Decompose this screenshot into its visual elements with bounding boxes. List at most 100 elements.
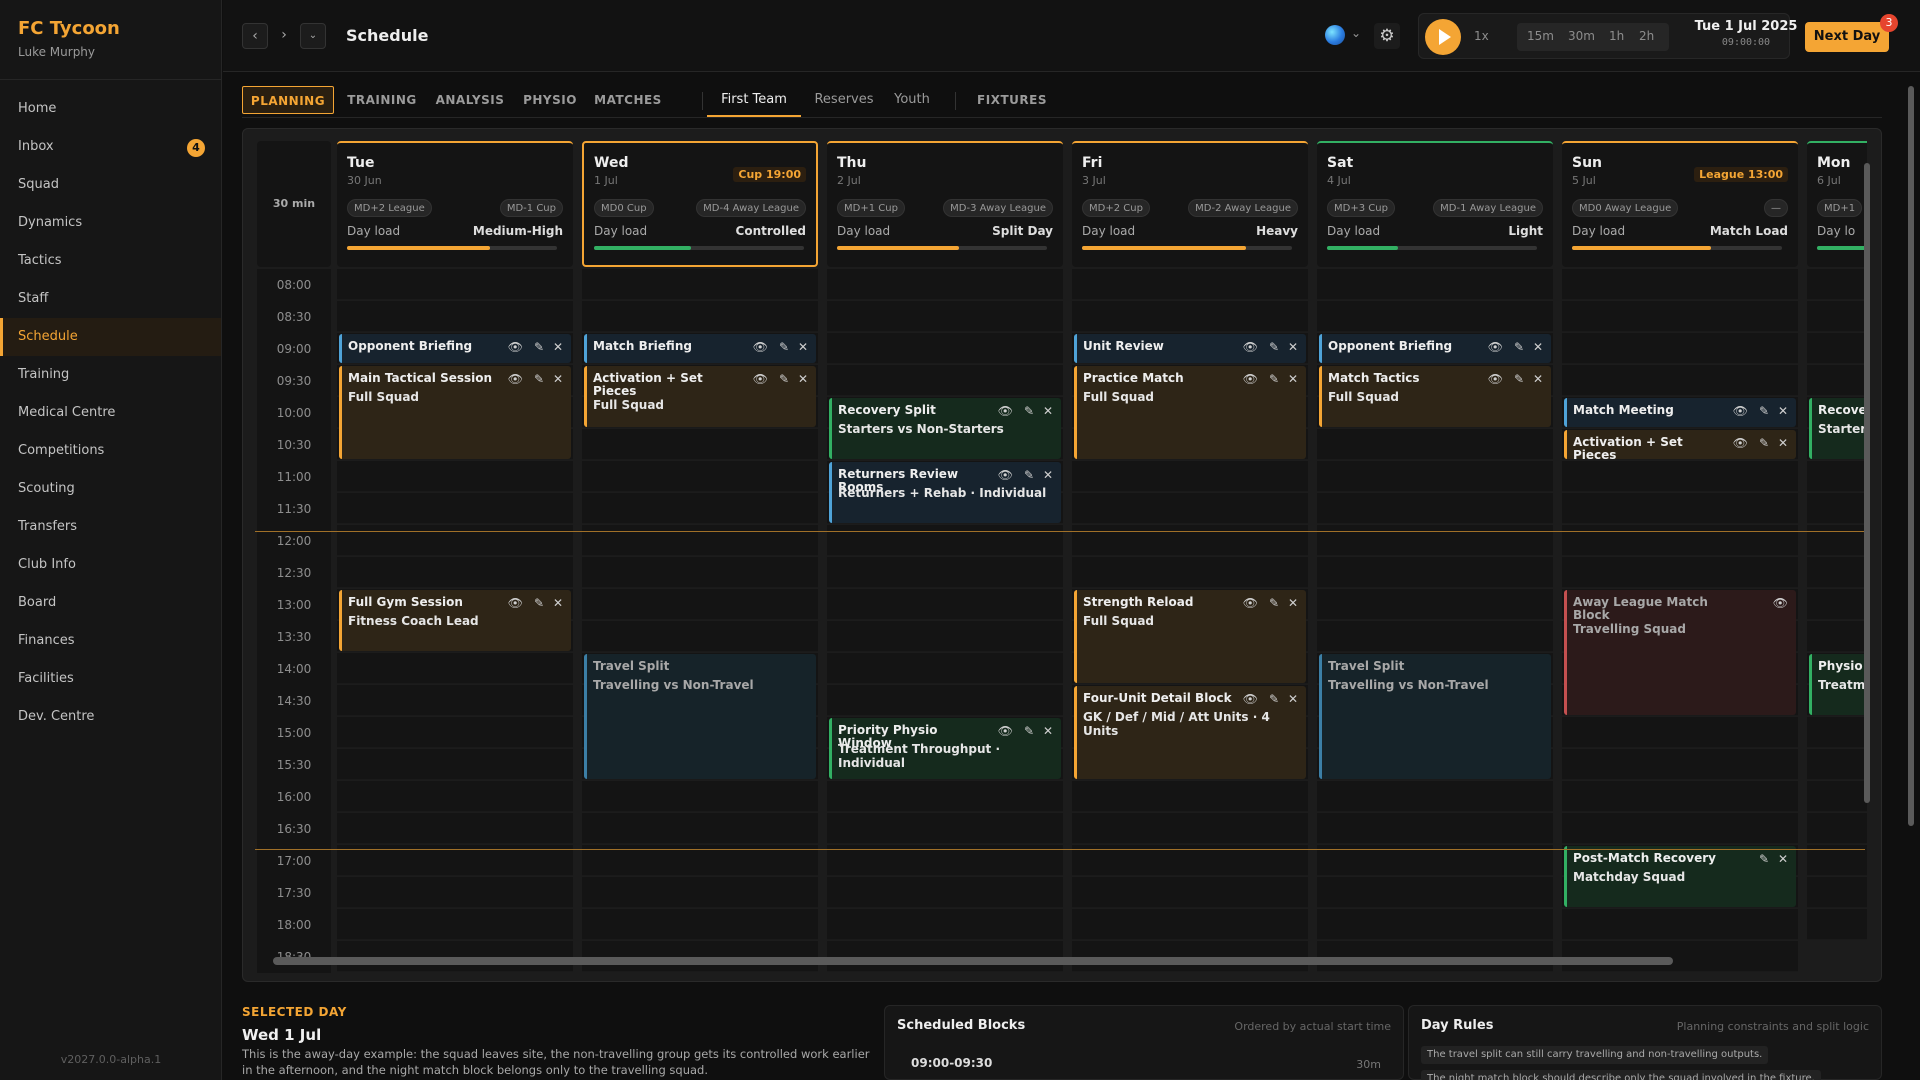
edit-icon[interactable]: ✎ (1268, 692, 1279, 706)
time-slot[interactable] (337, 845, 573, 876)
time-slot[interactable] (1317, 621, 1553, 652)
schedule-block[interactable]: Travel Split Travelling vs Non-Travel (1319, 654, 1551, 779)
time-slot[interactable] (582, 525, 818, 556)
edit-icon[interactable]: ✎ (1268, 340, 1279, 354)
speed-2h[interactable]: 2h (1639, 29, 1655, 43)
edit-icon[interactable]: ✎ (778, 340, 789, 354)
eye-icon[interactable]: 👁︎ (1732, 404, 1748, 418)
tab-youth[interactable]: Youth (894, 92, 930, 107)
sidebar-item-board[interactable]: Board (0, 584, 221, 622)
time-slot[interactable] (1072, 493, 1308, 524)
time-slot[interactable] (337, 685, 573, 716)
time-slot[interactable] (1807, 493, 1867, 524)
sidebar-item-competitions[interactable]: Competitions (0, 432, 221, 470)
speed-15m[interactable]: 15m (1527, 29, 1554, 43)
time-slot[interactable] (827, 845, 1063, 876)
schedule-block[interactable]: Opponent Briefing 👁︎ ✎ ✕ (1319, 334, 1551, 363)
sidebar-item-staff[interactable]: Staff (0, 280, 221, 318)
time-slot[interactable] (827, 269, 1063, 300)
day-header[interactable]: Wed 1 Jul Cup 19:00 MD0 Cup MD-4 Away League… (582, 141, 818, 267)
schedule-block[interactable]: Full Gym Session Fitness Coach Lead 👁︎ ✎ ✕ (339, 590, 571, 651)
scroll-thumb[interactable] (1908, 86, 1914, 826)
time-slot[interactable] (1317, 557, 1553, 588)
day-header[interactable]: Sat 4 Jul MD+3 Cup MD-1 Away League Day load… (1317, 141, 1553, 267)
time-slot[interactable] (1562, 525, 1798, 556)
sidebar-item-dynamics[interactable]: Dynamics (0, 204, 221, 242)
time-slot[interactable] (1807, 845, 1867, 876)
time-slot[interactable] (582, 941, 818, 972)
time-slot[interactable] (1562, 749, 1798, 780)
close-icon[interactable]: ✕ (1042, 404, 1053, 418)
page-scrollbar[interactable] (1908, 78, 1914, 1068)
chevron-down-icon[interactable]: ⌄ (1351, 26, 1362, 40)
day-header[interactable]: Mon 6 Jul MD+1 Day lo (1807, 141, 1867, 267)
edit-icon[interactable]: ✎ (533, 340, 544, 354)
time-slot[interactable] (1072, 813, 1308, 844)
schedule-block[interactable]: Physio Treatm (1809, 654, 1867, 715)
time-slot[interactable] (1807, 525, 1867, 556)
time-slot[interactable] (582, 877, 818, 908)
time-slot[interactable] (1317, 845, 1553, 876)
close-icon[interactable]: ✕ (1777, 404, 1788, 418)
schedule-block[interactable]: Match Tactics Full Squad 👁︎ ✎ ✕ (1319, 366, 1551, 427)
time-slot[interactable] (827, 941, 1063, 972)
schedule-block[interactable]: Match Briefing 👁︎ ✎ ✕ (584, 334, 816, 363)
time-slot[interactable] (1807, 621, 1867, 652)
time-slot[interactable] (1807, 365, 1867, 396)
time-slot[interactable] (1562, 461, 1798, 492)
time-slot[interactable] (1562, 269, 1798, 300)
speed-1x[interactable]: 1x (1474, 29, 1489, 43)
time-slot[interactable] (582, 845, 818, 876)
time-slot[interactable] (1562, 781, 1798, 812)
tab-reserves[interactable]: Reserves (814, 92, 874, 107)
schedule-block[interactable]: Recove Starter (1809, 398, 1867, 459)
schedule-block[interactable]: Priority Physio Window Treatment Throughp… (829, 718, 1061, 779)
scroll-thumb[interactable] (273, 957, 1673, 965)
schedule-block[interactable]: Practice Match Full Squad 👁︎ ✎ ✕ (1074, 366, 1306, 459)
edit-icon[interactable]: ✎ (1023, 724, 1034, 738)
schedule-block[interactable]: Strength Reload Full Squad 👁︎ ✎ ✕ (1074, 590, 1306, 683)
time-slot[interactable] (1072, 269, 1308, 300)
time-slot[interactable] (1072, 909, 1308, 940)
sidebar-item-training[interactable]: Training (0, 356, 221, 394)
eye-icon[interactable]: 👁︎ (997, 404, 1013, 418)
time-slot[interactable] (1562, 301, 1798, 332)
time-slot[interactable] (1317, 589, 1553, 620)
time-slot[interactable] (1807, 301, 1867, 332)
time-slot[interactable] (582, 621, 818, 652)
sidebar-item-inbox[interactable]: Inbox 4 (0, 128, 221, 166)
globe-icon[interactable] (1325, 25, 1345, 45)
time-slot[interactable] (337, 717, 573, 748)
tab-planning[interactable]: PLANNING (242, 86, 334, 114)
close-icon[interactable]: ✕ (1042, 468, 1053, 482)
sidebar-item-home[interactable]: Home (0, 90, 221, 128)
back-icon[interactable]: ‹ (242, 23, 268, 49)
speed-1h[interactable]: 1h (1609, 29, 1625, 43)
time-slot[interactable] (582, 589, 818, 620)
schedule-block[interactable]: Recovery Split Starters vs Non-Starters 👁︎… (829, 398, 1061, 459)
time-slot[interactable] (827, 301, 1063, 332)
eye-icon[interactable]: 👁︎ (1772, 596, 1788, 610)
eye-icon[interactable]: 👁︎ (507, 340, 523, 354)
time-slot[interactable] (582, 493, 818, 524)
time-slot[interactable] (1072, 301, 1308, 332)
tab-matches[interactable]: MATCHES (594, 93, 662, 107)
close-icon[interactable]: ✕ (552, 340, 563, 354)
time-slot[interactable] (1317, 493, 1553, 524)
time-slot[interactable] (827, 877, 1063, 908)
time-slot[interactable] (1072, 877, 1308, 908)
time-slot[interactable] (1317, 301, 1553, 332)
edit-icon[interactable]: ✎ (1758, 852, 1769, 866)
close-icon[interactable]: ✕ (1532, 372, 1543, 386)
time-slot[interactable] (1807, 461, 1867, 492)
time-slot[interactable] (1317, 269, 1553, 300)
edit-icon[interactable]: ✎ (778, 372, 789, 386)
schedule-block[interactable]: Four-Unit Detail Block GK / Def / Mid / A… (1074, 686, 1306, 779)
time-slot[interactable] (1072, 525, 1308, 556)
time-slot[interactable] (337, 493, 573, 524)
edit-icon[interactable]: ✎ (1023, 468, 1034, 482)
day-header[interactable]: Tue 30 Jun MD+2 League MD-1 Cup Day load Medi… (337, 141, 573, 267)
close-icon[interactable]: ✕ (1287, 692, 1298, 706)
gear-icon[interactable]: ⚙ (1374, 23, 1400, 49)
time-slot[interactable] (337, 557, 573, 588)
